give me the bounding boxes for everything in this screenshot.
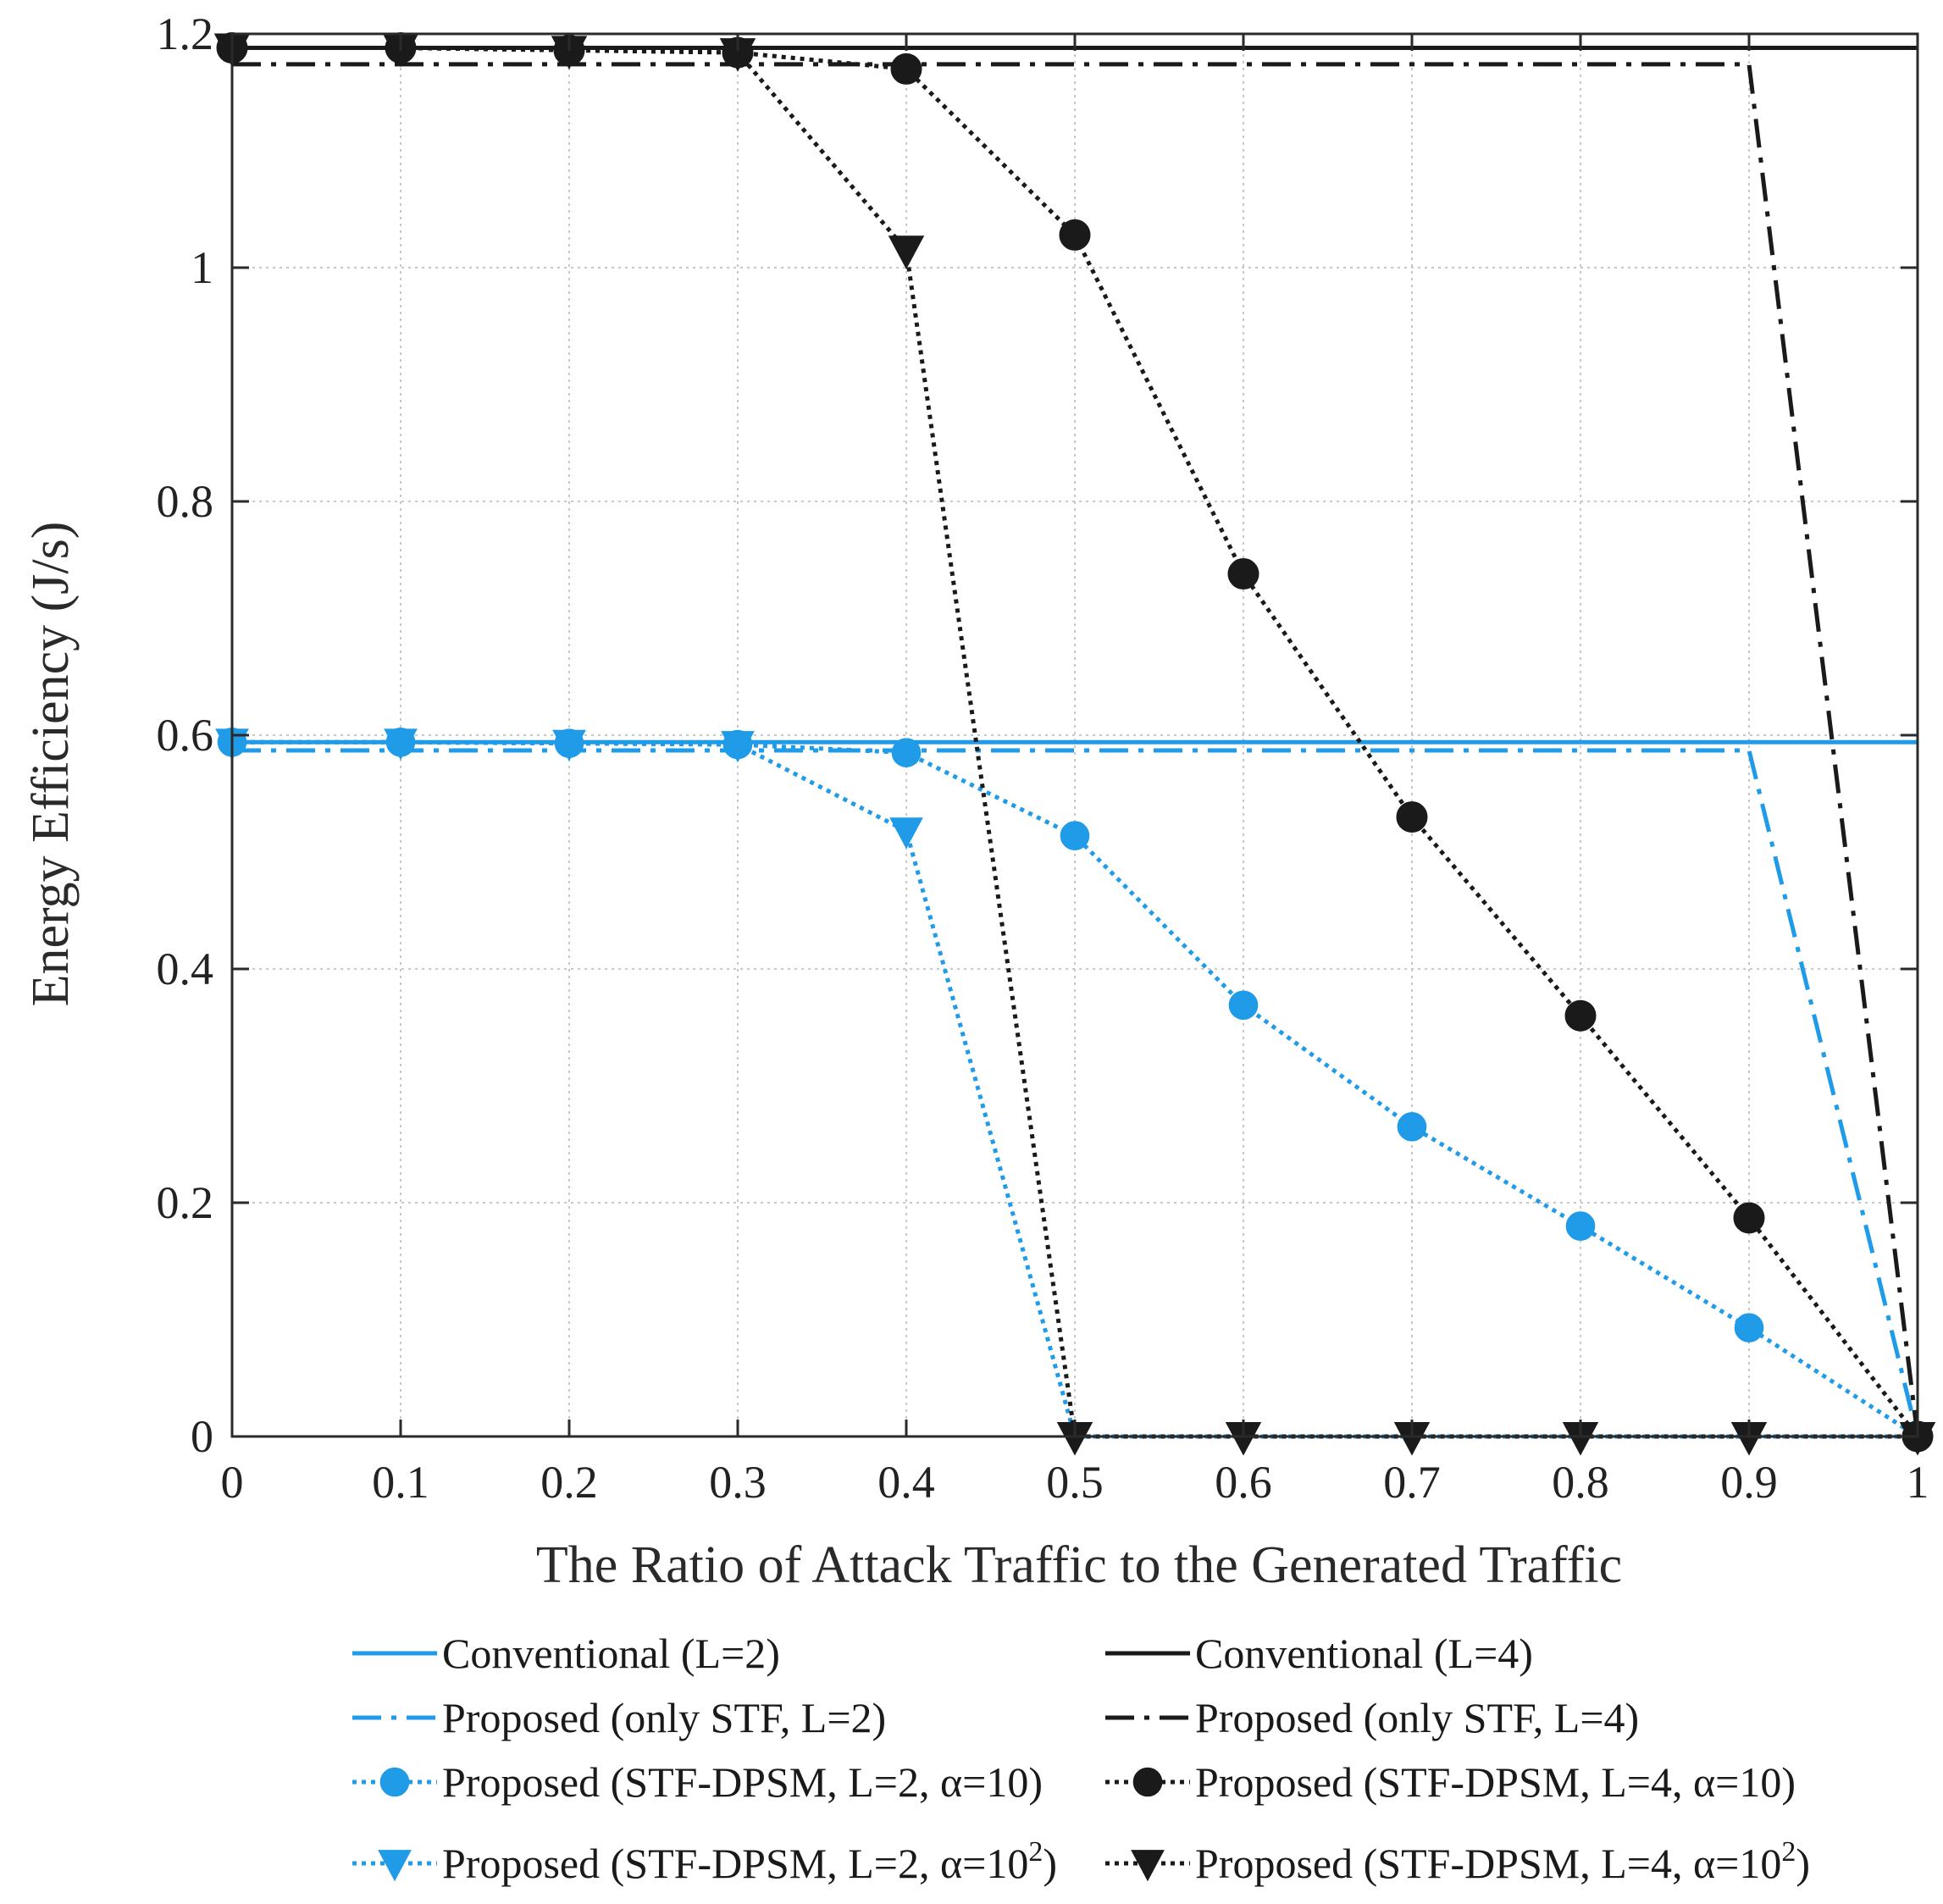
series-7-point-4 bbox=[888, 235, 925, 269]
series-4-point-7 bbox=[1397, 1112, 1427, 1142]
x-tick-label-3: 0.3 bbox=[709, 1457, 767, 1508]
x-tick-label-8: 0.8 bbox=[1552, 1457, 1609, 1508]
legend-label-5: Proposed (STF-DPSM, L=4, α=10) bbox=[1195, 1758, 1796, 1806]
legend-label-0: Conventional (L=2) bbox=[442, 1630, 780, 1677]
legend-label-main-3: Proposed (only STF, L=4) bbox=[1195, 1694, 1639, 1741]
series-4-point-8 bbox=[1565, 1211, 1596, 1241]
x-tick-labels: 0 0.1 0.2 0.3 0.4 0.5 0.6 0.7 0.8 0.9 1 bbox=[221, 1457, 1929, 1508]
legend-item-5: Proposed (STF-DPSM, L=4, α=10) bbox=[1105, 1758, 1796, 1806]
series-5-point-4 bbox=[890, 53, 922, 85]
y-tick-label-5: 1 bbox=[191, 242, 213, 293]
series-5-point-5 bbox=[1059, 219, 1091, 251]
legend-label-sup-7: 2 bbox=[1781, 1836, 1796, 1868]
legend-label-4: Proposed (STF-DPSM, L=2, α=10) bbox=[442, 1758, 1043, 1806]
legend-swatch-marker-6 bbox=[378, 1850, 412, 1882]
legend-swatch-marker-7 bbox=[1131, 1850, 1165, 1882]
series-5-point-6 bbox=[1227, 558, 1259, 590]
x-tick-label-5: 0.5 bbox=[1046, 1457, 1104, 1508]
legend-label-main-1: Conventional (L=4) bbox=[1195, 1630, 1533, 1677]
series-4-point-4 bbox=[891, 738, 922, 768]
y-tick-label-0: 0 bbox=[191, 1411, 213, 1462]
legend: Conventional (L=2) Conventional (L=4) Prop… bbox=[352, 1630, 1810, 1887]
legend-item-6: Proposed (STF-DPSM, L=2, α=102) bbox=[352, 1836, 1057, 1887]
legend-item-1: Conventional (L=4) bbox=[1105, 1630, 1533, 1677]
y-axis-title: Energy Efficiency (J/s) bbox=[22, 522, 80, 1007]
x-tick-label-1: 0.1 bbox=[372, 1457, 429, 1508]
series-6-point-2 bbox=[552, 729, 586, 761]
legend-label-main-5: Proposed (STF-DPSM, L=4, α=10) bbox=[1195, 1758, 1796, 1806]
legend-label-3: Proposed (only STF, L=4) bbox=[1195, 1694, 1639, 1741]
legend-item-7: Proposed (STF-DPSM, L=4, α=102) bbox=[1105, 1836, 1810, 1887]
x-axis-title: The Ratio of Attack Traffic to the Gener… bbox=[536, 1536, 1622, 1594]
grid-lines bbox=[232, 34, 1918, 1436]
series-5-point-7 bbox=[1396, 801, 1428, 833]
axis-ticks bbox=[230, 32, 1919, 1438]
y-tick-label-1: 0.2 bbox=[157, 1177, 214, 1228]
legend-label-1: Conventional (L=4) bbox=[1195, 1630, 1533, 1677]
legend-label-6: Proposed (STF-DPSM, L=2, α=102) bbox=[442, 1836, 1057, 1887]
legend-item-3: Proposed (only STF, L=4) bbox=[1105, 1694, 1639, 1741]
x-tick-label-7: 0.7 bbox=[1383, 1457, 1441, 1508]
legend-item-4: Proposed (STF-DPSM, L=2, α=10) bbox=[352, 1758, 1043, 1806]
y-tick-label-4: 0.8 bbox=[157, 476, 214, 527]
legend-swatch-marker-5 bbox=[1132, 1767, 1163, 1797]
x-tick-label-0: 0 bbox=[221, 1457, 244, 1508]
legend-item-2: Proposed (only STF, L=2) bbox=[352, 1694, 886, 1741]
legend-label-sup-6: 2 bbox=[1028, 1836, 1043, 1868]
legend-label-tail-6: ) bbox=[1043, 1840, 1057, 1887]
series-5-point-8 bbox=[1564, 999, 1597, 1032]
legend-item-0: Conventional (L=2) bbox=[352, 1630, 780, 1677]
legend-label-main-2: Proposed (only STF, L=2) bbox=[442, 1694, 886, 1741]
x-tick-label-2: 0.2 bbox=[540, 1457, 598, 1508]
y-tick-labels: 0 0.2 0.4 0.6 0.8 1 1.2 bbox=[157, 8, 214, 1462]
legend-label-main-7: Proposed (STF-DPSM, L=4, α=10 bbox=[1195, 1840, 1781, 1887]
x-tick-label-10: 1 bbox=[1907, 1457, 1929, 1508]
legend-label-main-0: Conventional (L=2) bbox=[442, 1630, 780, 1677]
legend-label-2: Proposed (only STF, L=2) bbox=[442, 1694, 886, 1741]
series-6-point-4 bbox=[889, 817, 923, 850]
legend-label-main-6: Proposed (STF-DPSM, L=2, α=10 bbox=[442, 1840, 1028, 1887]
x-tick-label-6: 0.6 bbox=[1215, 1457, 1272, 1508]
legend-label-tail-7: ) bbox=[1796, 1840, 1810, 1887]
series-4-point-9 bbox=[1734, 1313, 1764, 1342]
y-tick-label-2: 0.4 bbox=[157, 944, 214, 994]
x-tick-label-4: 0.4 bbox=[877, 1457, 935, 1508]
y-tick-label-6: 1.2 bbox=[157, 8, 214, 59]
series-4-point-6 bbox=[1228, 990, 1259, 1021]
series-5-point-9 bbox=[1733, 1202, 1765, 1234]
legend-label-main-4: Proposed (STF-DPSM, L=2, α=10) bbox=[442, 1758, 1043, 1806]
series-6-point-3 bbox=[721, 731, 755, 763]
series-4-point-5 bbox=[1060, 821, 1090, 850]
y-tick-label-3: 0.6 bbox=[157, 710, 214, 761]
legend-label-7: Proposed (STF-DPSM, L=4, α=102) bbox=[1195, 1836, 1810, 1887]
legend-swatch-marker-4 bbox=[379, 1767, 410, 1797]
series-6-point-1 bbox=[384, 728, 418, 761]
x-tick-label-9: 0.9 bbox=[1720, 1457, 1778, 1508]
